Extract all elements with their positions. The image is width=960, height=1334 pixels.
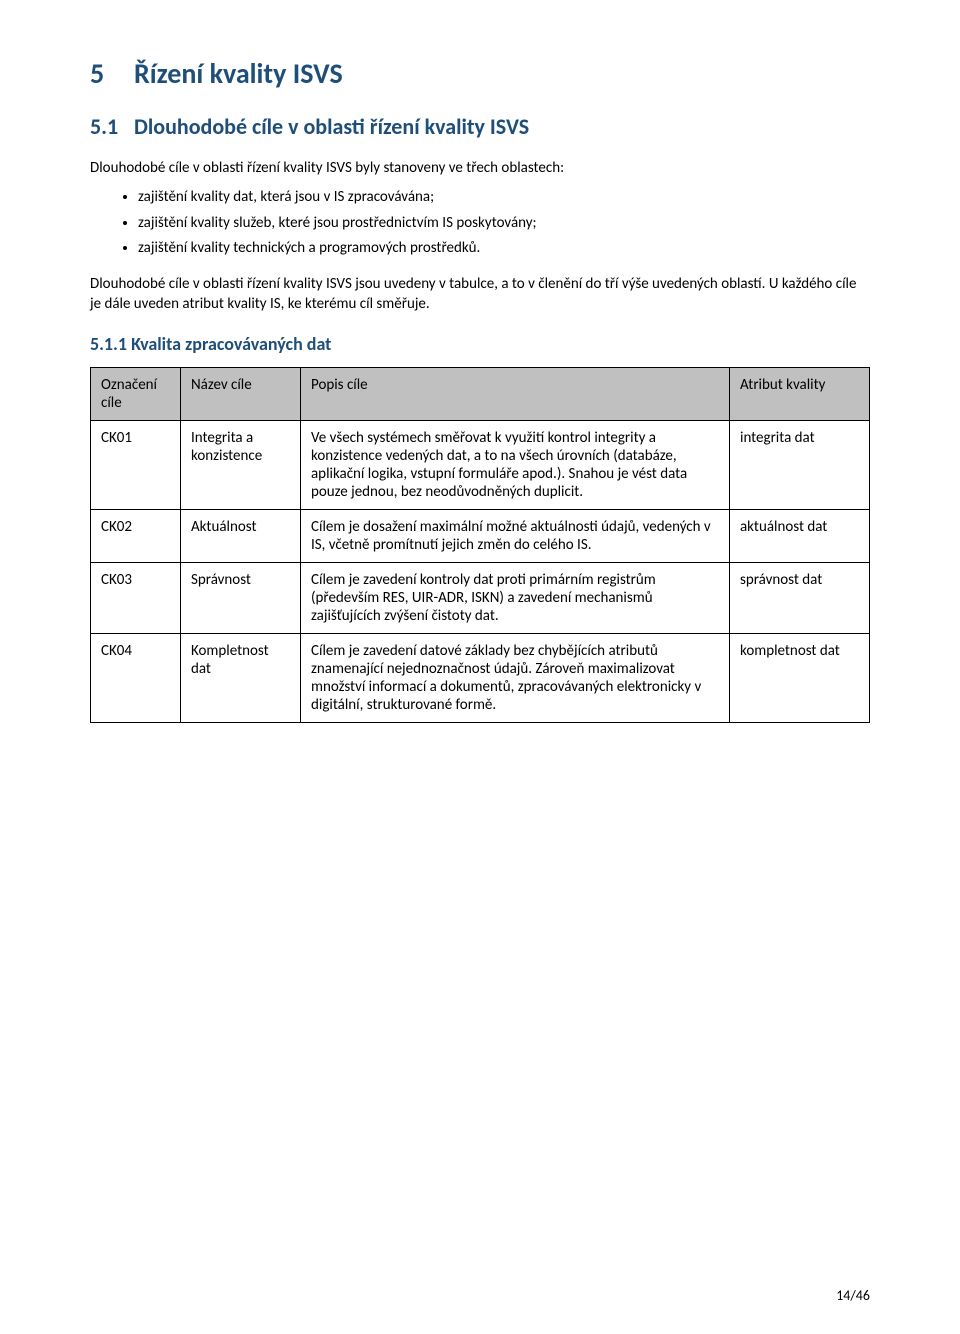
cell-name: Aktuálnost xyxy=(181,509,301,562)
list-item: zajištění kvality technických a programo… xyxy=(138,237,870,260)
subsubsection-number: 5.1.1 xyxy=(90,333,127,355)
cell-id: CK04 xyxy=(91,633,181,722)
cell-name: Integrita a konzistence xyxy=(181,420,301,509)
table-header-row: Označení cíle Název cíle Popis cíle Atri… xyxy=(91,367,870,420)
cell-name: Kompletnost dat xyxy=(181,633,301,722)
cell-id: CK03 xyxy=(91,562,181,633)
column-header: Atribut kvality xyxy=(730,367,870,420)
document-page: 5Řízení kvality ISVS 5.1Dlouhodobé cíle … xyxy=(0,0,960,1334)
column-header: Název cíle xyxy=(181,367,301,420)
table-row: CK01 Integrita a konzistence Ve všech sy… xyxy=(91,420,870,509)
table-row: CK04 Kompletnost dat Cílem je zavedení d… xyxy=(91,633,870,722)
list-item: zajištění kvality služeb, které jsou pro… xyxy=(138,212,870,235)
bullet-list: zajištění kvality dat, která jsou v IS z… xyxy=(90,186,870,260)
subsubsection-heading: 5.1.1 Kvalita zpracovávaných dat xyxy=(90,333,870,355)
subsection-heading: 5.1Dlouhodobé cíle v oblasti řízení kval… xyxy=(90,113,870,140)
subsection-title: Dlouhodobé cíle v oblasti řízení kvality… xyxy=(134,113,529,140)
cell-id: CK01 xyxy=(91,420,181,509)
cell-desc: Cílem je zavedení datové základy bez chy… xyxy=(301,633,730,722)
section-title: Řízení kvality ISVS xyxy=(134,56,343,91)
cell-attr: správnost dat xyxy=(730,562,870,633)
cell-desc: Ve všech systémech směřovat k využití ko… xyxy=(301,420,730,509)
cell-attr: aktuálnost dat xyxy=(730,509,870,562)
cell-attr: integrita dat xyxy=(730,420,870,509)
section-heading: 5Řízení kvality ISVS xyxy=(90,56,870,91)
subsection-number: 5.1 xyxy=(90,113,134,140)
cell-desc: Cílem je dosažení maximální možné aktuál… xyxy=(301,509,730,562)
cell-id: CK02 xyxy=(91,509,181,562)
body-paragraph: Dlouhodobé cíle v oblasti řízení kvality… xyxy=(90,274,870,315)
cell-attr: kompletnost dat xyxy=(730,633,870,722)
cell-desc: Cílem je zavedení kontroly dat proti pri… xyxy=(301,562,730,633)
table-row: CK03 Správnost Cílem je zavedení kontrol… xyxy=(91,562,870,633)
column-header: Označení cíle xyxy=(91,367,181,420)
subsubsection-title: Kvalita zpracovávaných dat xyxy=(131,333,331,355)
table-row: CK02 Aktuálnost Cílem je dosažení maximá… xyxy=(91,509,870,562)
page-number: 14/46 xyxy=(836,1287,870,1304)
cell-name: Správnost xyxy=(181,562,301,633)
column-header: Popis cíle xyxy=(301,367,730,420)
list-item: zajištění kvality dat, která jsou v IS z… xyxy=(138,186,870,209)
section-number: 5 xyxy=(90,56,134,91)
intro-paragraph: Dlouhodobé cíle v oblasti řízení kvality… xyxy=(90,158,870,178)
goals-table: Označení cíle Název cíle Popis cíle Atri… xyxy=(90,367,870,723)
